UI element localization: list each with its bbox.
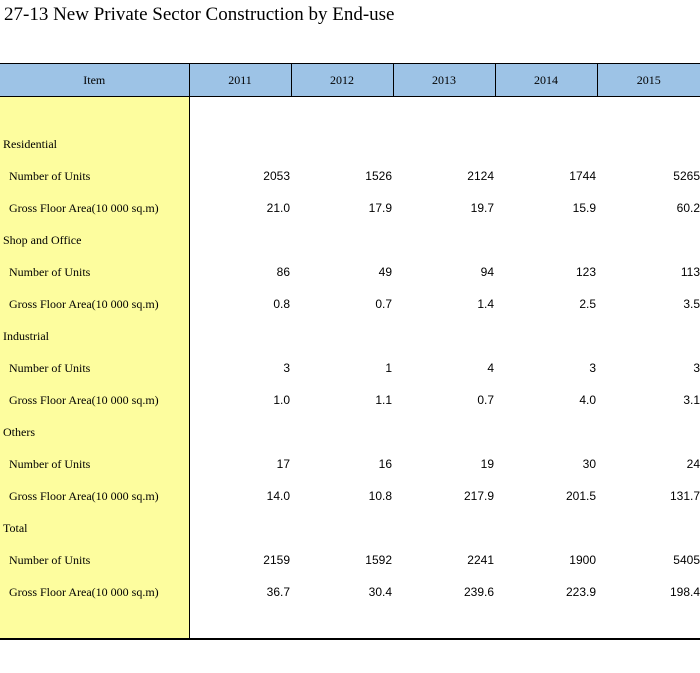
column-header-2015: 2015 (596, 63, 700, 97)
table-cell: 3.1 (683, 393, 700, 407)
table-cell: 1744 (569, 169, 596, 183)
category-row-shop-and-office: Shop and Office (0, 224, 700, 256)
table-cell: 30 (582, 457, 596, 471)
table-cell: 36.7 (266, 585, 290, 599)
table-row: Gross Floor Area(10 000 sq.m) 0.8 0.7 1.… (0, 288, 700, 320)
table-cell: 3.5 (683, 297, 700, 311)
table-header-row: Item 2011 2012 2013 2014 2015 (0, 63, 700, 97)
table-cell: 94 (480, 265, 494, 279)
table-cell: 2124 (467, 169, 494, 183)
table-cell: 239.6 (463, 585, 494, 599)
category-label: Shop and Office (0, 224, 190, 256)
table-cell: 113 (680, 265, 700, 279)
table-cell: 123 (575, 265, 596, 279)
table-row: Gross Floor Area(10 000 sq.m) 1.0 1.1 0.… (0, 384, 700, 416)
table-cell: 2241 (467, 553, 494, 567)
table-row: Number of Units 86 49 94 123 113 (0, 256, 700, 288)
row-label: Gross Floor Area(10 000 sq.m) (0, 480, 190, 512)
table-cell: 5265 (673, 169, 700, 183)
table-cell: 17.9 (368, 201, 392, 215)
column-header-2013: 2013 (392, 63, 496, 97)
category-label: Residential (0, 128, 190, 160)
table-cell: 3 (693, 361, 700, 375)
table-cell: 4.0 (579, 393, 596, 407)
table-cell: 5405 (673, 553, 700, 567)
table-cell: 1592 (365, 553, 392, 567)
table-cell: 217.9 (463, 489, 494, 503)
row-label: Number of Units (0, 448, 190, 480)
table-cell: 131.7 (669, 489, 700, 503)
category-label: Others (0, 416, 190, 448)
table-cell: 19.7 (470, 201, 494, 215)
table-cell: 60.2 (676, 201, 700, 215)
table-cell: 1900 (569, 553, 596, 567)
row-label: Gross Floor Area(10 000 sq.m) (0, 192, 190, 224)
table-cell: 1.1 (375, 393, 392, 407)
category-label: Industrial (0, 320, 190, 352)
table-cell: 2053 (263, 169, 290, 183)
row-label: Number of Units (0, 256, 190, 288)
row-label: Number of Units (0, 160, 190, 192)
page-title: 27-13 New Private Sector Construction by… (4, 4, 395, 25)
row-label: Gross Floor Area(10 000 sq.m) (0, 288, 190, 320)
column-header-2012: 2012 (290, 63, 394, 97)
row-label: Number of Units (0, 352, 190, 384)
column-header-2014: 2014 (494, 63, 598, 97)
table-cell: 0.7 (477, 393, 494, 407)
table-row: Number of Units 3 1 4 3 3 (0, 352, 700, 384)
table-cell: 198.4 (669, 585, 700, 599)
table-cell: 49 (378, 265, 392, 279)
table-row: Number of Units 17 16 19 30 24 (0, 448, 700, 480)
column-header-item: Item (0, 63, 190, 97)
row-label: Number of Units (0, 544, 190, 576)
table-cell: 0.8 (273, 297, 290, 311)
table-row: Gross Floor Area(10 000 sq.m) 14.0 10.8 … (0, 480, 700, 512)
table-cell: 4 (487, 361, 494, 375)
table-cell: 3 (283, 361, 290, 375)
table-cell: 2159 (263, 553, 290, 567)
table-row: Gross Floor Area(10 000 sq.m) 36.7 30.4 … (0, 576, 700, 608)
table-cell: 223.9 (565, 585, 596, 599)
table-cell: 30.4 (368, 585, 392, 599)
table-row: Number of Units 2159 1592 2241 1900 5405 (0, 544, 700, 576)
category-row-others: Others (0, 416, 700, 448)
table-spacer-row (0, 96, 700, 128)
table-cell: 16 (378, 457, 392, 471)
table-cell: 17 (276, 457, 290, 471)
row-label: Gross Floor Area(10 000 sq.m) (0, 576, 190, 608)
category-row-total: Total (0, 512, 700, 544)
column-header-2011: 2011 (188, 63, 292, 97)
construction-table: Item 2011 2012 2013 2014 2015 Residentia… (0, 63, 700, 639)
table-row: Gross Floor Area(10 000 sq.m) 21.0 17.9 … (0, 192, 700, 224)
table-cell: 15.9 (572, 201, 596, 215)
table-cell: 24 (686, 457, 700, 471)
table-cell: 201.5 (565, 489, 596, 503)
table-cell: 2.5 (579, 297, 596, 311)
table-cell: 1526 (365, 169, 392, 183)
table-cell: 1.4 (477, 297, 494, 311)
category-row-residential: Residential (0, 128, 700, 160)
row-label: Gross Floor Area(10 000 sq.m) (0, 384, 190, 416)
table-row: Number of Units 2053 1526 2124 1744 5265 (0, 160, 700, 192)
table-bottom-border (0, 638, 700, 640)
table-bottom-spacer (0, 608, 700, 639)
table-cell: 14.0 (266, 489, 290, 503)
table-cell: 1 (385, 361, 392, 375)
table-cell: 86 (276, 265, 290, 279)
construction-table-container: Item 2011 2012 2013 2014 2015 Residentia… (0, 63, 700, 641)
table-cell: 19 (480, 457, 494, 471)
table-cell: 1.0 (273, 393, 290, 407)
table-cell: 21.0 (266, 201, 290, 215)
table-cell: 10.8 (368, 489, 392, 503)
table-cell: 3 (589, 361, 596, 375)
category-label: Total (0, 512, 190, 544)
category-row-industrial: Industrial (0, 320, 700, 352)
table-cell: 0.7 (375, 297, 392, 311)
